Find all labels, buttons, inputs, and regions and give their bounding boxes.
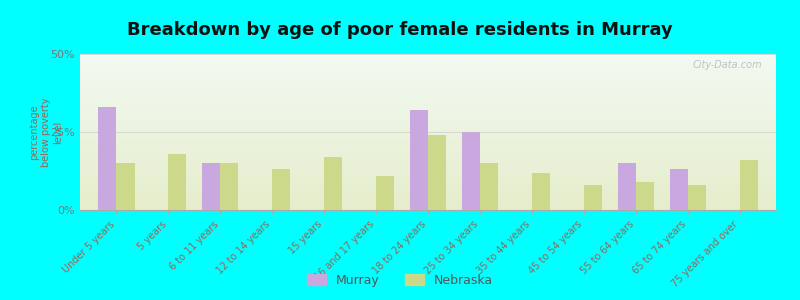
- Bar: [740, 160, 758, 210]
- Bar: [410, 110, 428, 210]
- Bar: [202, 163, 220, 210]
- Bar: [324, 157, 342, 210]
- Bar: [584, 185, 602, 210]
- Bar: [462, 132, 480, 210]
- Bar: [670, 169, 688, 210]
- Bar: [116, 163, 134, 210]
- Bar: [636, 182, 654, 210]
- Bar: [618, 163, 636, 210]
- Bar: [376, 176, 394, 210]
- Bar: [480, 163, 498, 210]
- Bar: [272, 169, 290, 210]
- Bar: [688, 185, 706, 210]
- Text: City-Data.com: City-Data.com: [693, 60, 762, 70]
- Bar: [532, 172, 550, 210]
- Bar: [220, 163, 238, 210]
- Bar: [98, 107, 116, 210]
- Y-axis label: percentage
below poverty
level: percentage below poverty level: [30, 97, 63, 167]
- Legend: Murray, Nebraska: Murray, Nebraska: [303, 270, 497, 291]
- Bar: [428, 135, 446, 210]
- Bar: [168, 154, 186, 210]
- Text: Breakdown by age of poor female residents in Murray: Breakdown by age of poor female resident…: [127, 21, 673, 39]
